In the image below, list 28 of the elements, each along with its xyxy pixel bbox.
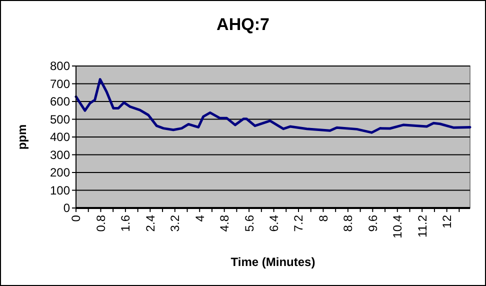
x-tick-label: 9.6 <box>366 214 380 232</box>
x-tick-label: 5.6 <box>242 214 256 232</box>
chart-title: AHQ:7 <box>216 15 270 34</box>
line-series <box>74 78 472 134</box>
y-tick-label: 200 <box>50 166 70 180</box>
y-tick-label: 100 <box>50 183 70 198</box>
x-axis-title: Time (Minutes) <box>230 255 316 269</box>
y-tick-label: 600 <box>50 94 70 109</box>
x-tick-label: 1.6 <box>118 214 133 232</box>
x-tick-label: 8 <box>316 214 330 222</box>
x-tick-label: 4 <box>192 214 207 222</box>
y-axis-title: ppm <box>15 124 29 150</box>
x-tick-label: 7.2 <box>292 214 306 232</box>
x-tick-label: 10.4 <box>390 214 405 238</box>
x-tick-label: 0 <box>69 214 84 222</box>
x-tick-label: 8.8 <box>341 214 356 232</box>
y-tick-label: 500 <box>50 112 70 126</box>
x-tick-label: 3.2 <box>168 214 182 232</box>
x-tick-label: 4.8 <box>218 214 232 232</box>
y-tick-label: 800 <box>50 59 70 74</box>
x-tick-label: 0.8 <box>94 214 108 232</box>
x-tick-label: 12 <box>440 214 454 228</box>
x-tick-label: 2.4 <box>143 214 158 232</box>
y-tick-label: 400 <box>50 130 70 144</box>
y-tick-label: 300 <box>50 148 70 162</box>
y-tick-label: 700 <box>50 76 70 91</box>
x-tick-label: 11.2 <box>415 214 430 238</box>
x-tick-label: 6.4 <box>266 214 281 232</box>
